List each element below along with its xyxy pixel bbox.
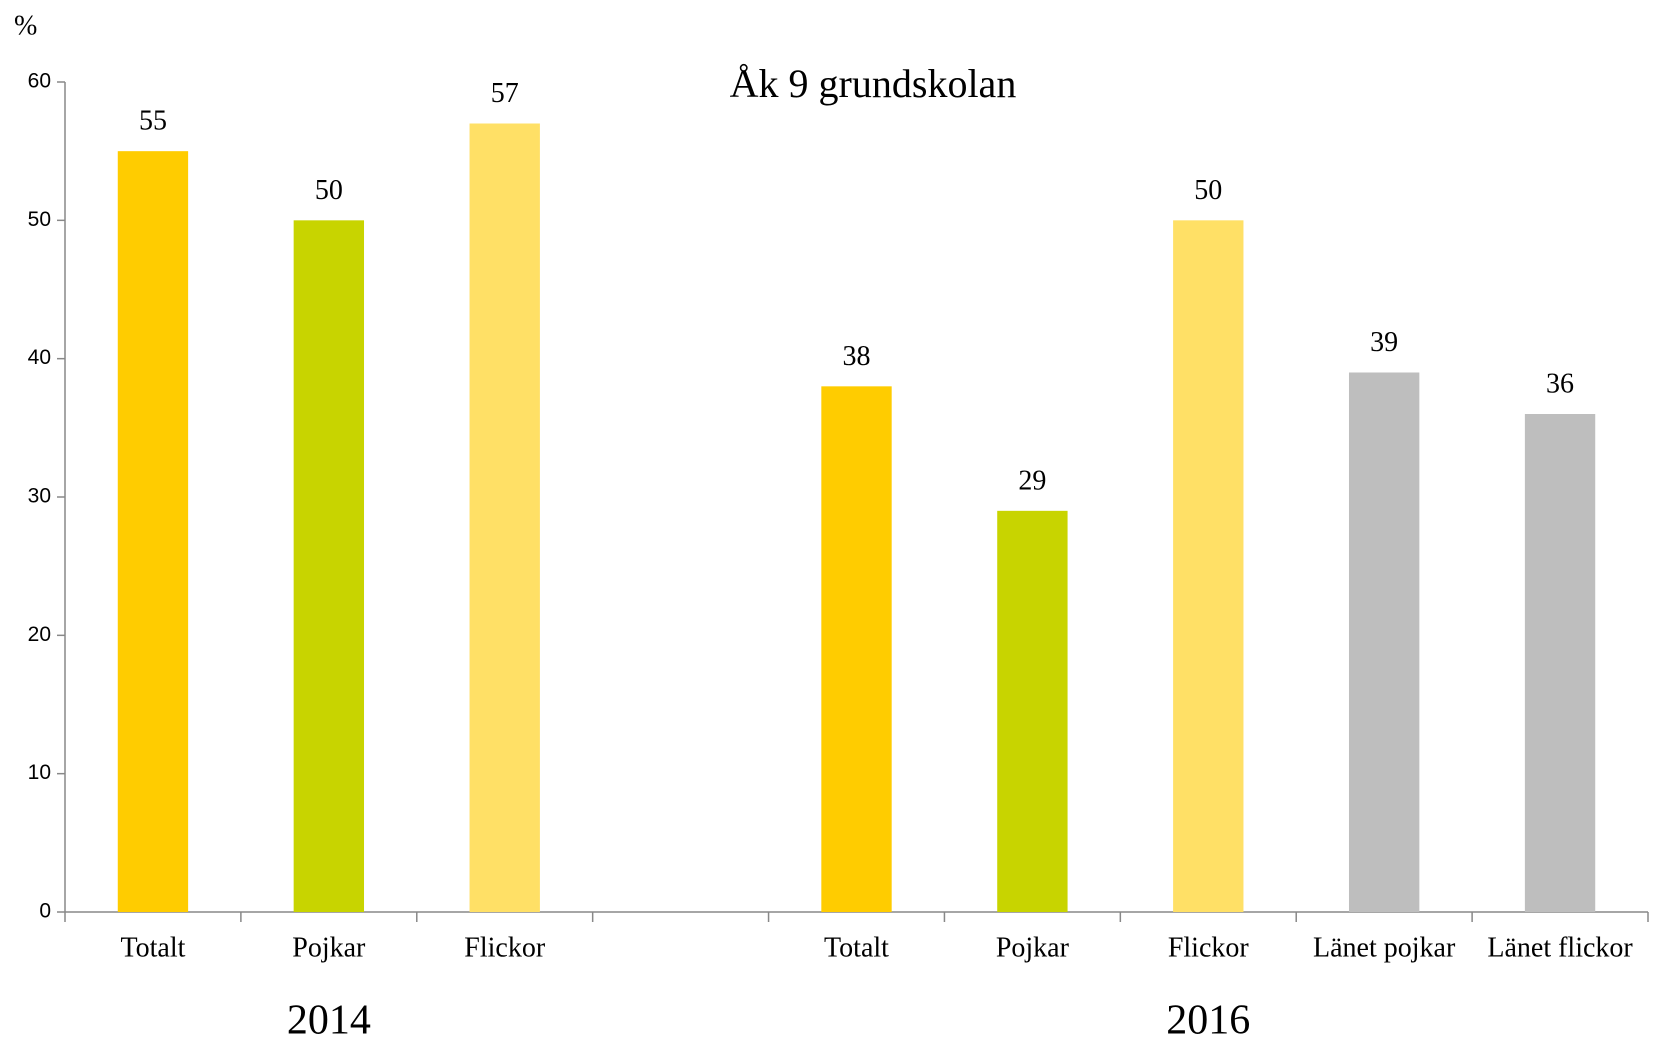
chart-title: Åk 9 grundskolan (730, 61, 1017, 106)
group-label: 2014 (287, 998, 371, 1044)
value-label: 29 (1018, 465, 1046, 496)
y-tick-label: 50 (28, 208, 51, 231)
y-tick-label: 40 (28, 346, 51, 369)
y-tick-label: 60 (28, 70, 51, 93)
bar (1348, 372, 1420, 912)
value-label: 55 (139, 106, 167, 137)
y-tick-label: 30 (28, 485, 51, 508)
y-tick-label: 10 (28, 761, 51, 784)
bar (997, 510, 1068, 912)
x-tick-label: Totalt (824, 932, 889, 963)
x-tick-label: Flickor (1168, 932, 1250, 963)
bar (117, 151, 189, 912)
y-tick-label: 0 (39, 900, 51, 923)
value-label: 50 (315, 175, 343, 206)
value-label: 39 (1370, 327, 1398, 358)
x-tick-label: Totalt (120, 932, 185, 963)
bar (293, 220, 365, 913)
group-label: 2016 (1166, 998, 1250, 1044)
value-label: 50 (1194, 175, 1222, 206)
bar (1524, 414, 1596, 912)
x-tick-label: Flickor (464, 932, 546, 963)
bar (469, 123, 540, 912)
x-tick-label: Länet pojkar (1313, 932, 1456, 963)
bar (821, 386, 892, 912)
y-tick-label: 20 (28, 623, 51, 646)
x-tick-label: Pojkar (996, 932, 1070, 963)
x-tick-label: Länet flickor (1487, 932, 1633, 963)
x-tick-label: Pojkar (292, 932, 366, 963)
value-label: 38 (843, 341, 871, 372)
bar (1173, 220, 1244, 913)
value-label: 36 (1546, 368, 1574, 399)
value-label: 57 (491, 78, 519, 109)
y-axis-label: % (14, 10, 37, 41)
